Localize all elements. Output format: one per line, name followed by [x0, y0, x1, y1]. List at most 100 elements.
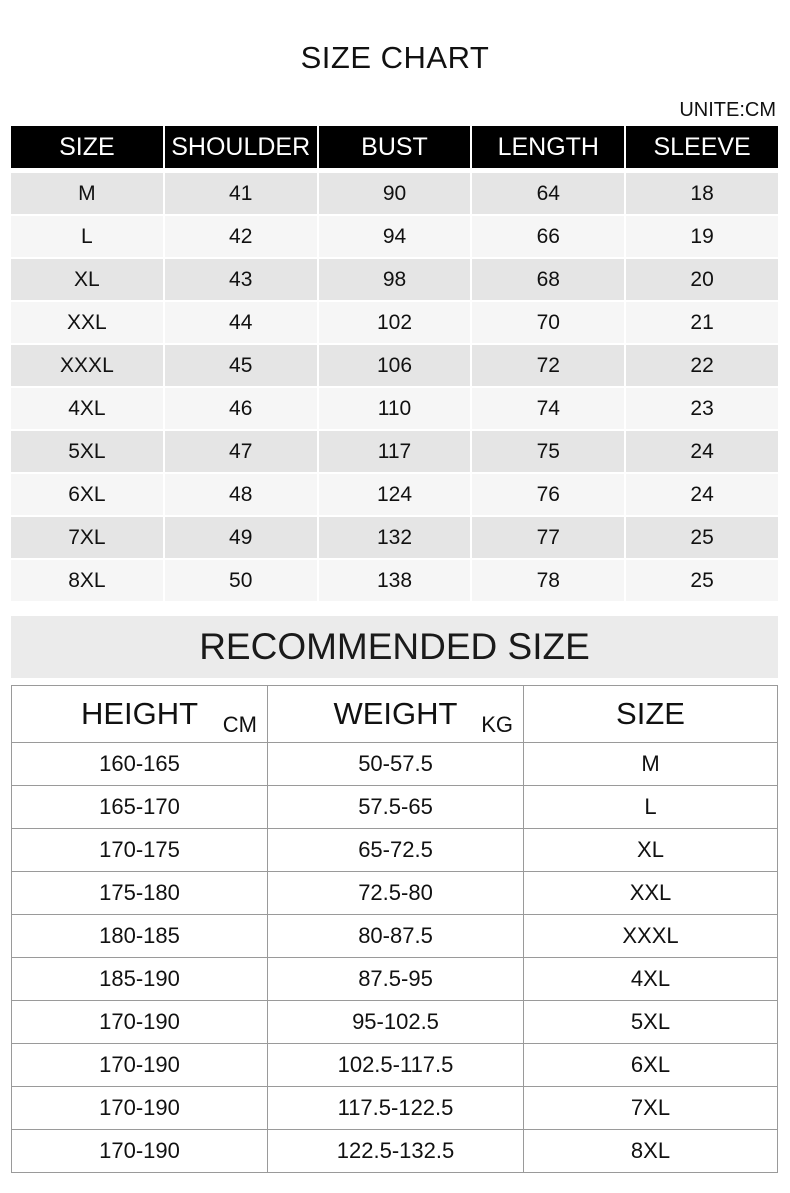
cell-shoulder: 45 [164, 345, 317, 386]
cell-sleeve: 25 [626, 560, 778, 601]
cell-height: 170-175 [11, 828, 268, 872]
cell-bust: 106 [318, 345, 471, 386]
cell-sleeve: 19 [626, 216, 778, 257]
recommended-row: 165-170 57.5-65 L [11, 785, 778, 829]
cell-shoulder: 50 [164, 560, 317, 601]
cell-height: 170-190 [11, 1086, 268, 1130]
size-chart-row: L 42 94 66 19 [11, 216, 778, 257]
cell-sleeve: 20 [626, 259, 778, 300]
size-chart-header-row: SIZE SHOULDER BUST LENGTH SLEEVE [11, 126, 778, 168]
cell-bust: 132 [318, 517, 471, 558]
cell-weight: 95-102.5 [267, 1000, 524, 1044]
cell-size: L [523, 785, 778, 829]
cell-size: 7XL [523, 1086, 778, 1130]
size-chart-row: 5XL 47 117 75 24 [11, 431, 778, 472]
cell-size: 7XL [11, 517, 163, 558]
recommended-row: 160-165 50-57.5 M [11, 742, 778, 786]
size-chart-title: SIZE CHART [300, 40, 490, 75]
recommended-size-title: RECOMMENDED SIZE [11, 616, 778, 678]
cell-size: 5XL [523, 1000, 778, 1044]
cell-shoulder: 46 [164, 388, 317, 429]
cell-shoulder: 49 [164, 517, 317, 558]
recommended-row: 170-190 122.5-132.5 8XL [11, 1129, 778, 1173]
cell-sleeve: 18 [626, 173, 778, 214]
cell-bust: 117 [318, 431, 471, 472]
header-size-label: SIZE [616, 696, 685, 731]
cell-weight: 102.5-117.5 [267, 1043, 524, 1087]
cell-size: M [11, 173, 163, 214]
cell-shoulder: 41 [164, 173, 317, 214]
header-length: LENGTH [472, 126, 625, 168]
header-height: HEIGHT CM [11, 685, 268, 743]
cell-height: 165-170 [11, 785, 268, 829]
size-chart-row: XXL 44 102 70 21 [11, 302, 778, 343]
cell-weight: 50-57.5 [267, 742, 524, 786]
size-chart-row: XL 43 98 68 20 [11, 259, 778, 300]
cell-bust: 90 [318, 173, 471, 214]
cell-sleeve: 23 [626, 388, 778, 429]
header-size: SIZE [11, 126, 163, 168]
cell-size: 6XL [11, 474, 163, 515]
recommended-row: 170-190 95-102.5 5XL [11, 1000, 778, 1044]
recommended-row: 170-190 117.5-122.5 7XL [11, 1086, 778, 1130]
cell-height: 170-190 [11, 1129, 268, 1173]
recommended-row: 170-190 102.5-117.5 6XL [11, 1043, 778, 1087]
cell-weight: 87.5-95 [267, 957, 524, 1001]
cell-size: 6XL [523, 1043, 778, 1087]
cell-size: XL [11, 259, 163, 300]
cell-size: 4XL [523, 957, 778, 1001]
recommended-row: 185-190 87.5-95 4XL [11, 957, 778, 1001]
cell-bust: 138 [318, 560, 471, 601]
cell-size: M [523, 742, 778, 786]
cell-sleeve: 24 [626, 431, 778, 472]
recommended-size-table: HEIGHT CM WEIGHT KG SIZE 160-165 50-57.5 M 16… [11, 685, 778, 1173]
cell-size: XXXL [523, 914, 778, 958]
cell-bust: 124 [318, 474, 471, 515]
recommended-row: 170-175 65-72.5 XL [11, 828, 778, 872]
cell-sleeve: 21 [626, 302, 778, 343]
header-weight-label: WEIGHT [333, 696, 458, 731]
size-chart-row: 6XL 48 124 76 24 [11, 474, 778, 515]
cell-length: 68 [472, 259, 625, 300]
cell-size: XL [523, 828, 778, 872]
cell-weight: 72.5-80 [267, 871, 524, 915]
cell-length: 76 [472, 474, 625, 515]
cell-shoulder: 42 [164, 216, 317, 257]
cell-shoulder: 44 [164, 302, 317, 343]
cell-sleeve: 22 [626, 345, 778, 386]
cell-length: 64 [472, 173, 625, 214]
cell-weight: 65-72.5 [267, 828, 524, 872]
cell-bust: 110 [318, 388, 471, 429]
header-weight: WEIGHT KG [267, 685, 524, 743]
cell-height: 170-190 [11, 1000, 268, 1044]
size-chart-row: 8XL 50 138 78 25 [11, 560, 778, 601]
cell-sleeve: 25 [626, 517, 778, 558]
header-shoulder: SHOULDER [164, 126, 317, 168]
cell-bust: 98 [318, 259, 471, 300]
cell-length: 78 [472, 560, 625, 601]
recommended-header-row: HEIGHT CM WEIGHT KG SIZE [11, 685, 778, 743]
header-height-label: HEIGHT [80, 696, 199, 731]
cell-length: 72 [472, 345, 625, 386]
cell-height: 175-180 [11, 871, 268, 915]
cell-bust: 102 [318, 302, 471, 343]
cell-length: 66 [472, 216, 625, 257]
cell-bust: 94 [318, 216, 471, 257]
cell-size: 4XL [11, 388, 163, 429]
cell-shoulder: 48 [164, 474, 317, 515]
cell-size: 8XL [11, 560, 163, 601]
cell-size: 5XL [11, 431, 163, 472]
header-bust: BUST [318, 126, 471, 168]
cell-weight: 122.5-132.5 [267, 1129, 524, 1173]
cell-weight: 57.5-65 [267, 785, 524, 829]
cell-weight: 80-87.5 [267, 914, 524, 958]
size-chart-row: 4XL 46 110 74 23 [11, 388, 778, 429]
cell-length: 77 [472, 517, 625, 558]
cell-size: L [11, 216, 163, 257]
cell-shoulder: 47 [164, 431, 317, 472]
cell-sleeve: 24 [626, 474, 778, 515]
cell-size: XXL [523, 871, 778, 915]
cell-length: 74 [472, 388, 625, 429]
cell-height: 180-185 [11, 914, 268, 958]
size-chart-row: 7XL 49 132 77 25 [11, 517, 778, 558]
